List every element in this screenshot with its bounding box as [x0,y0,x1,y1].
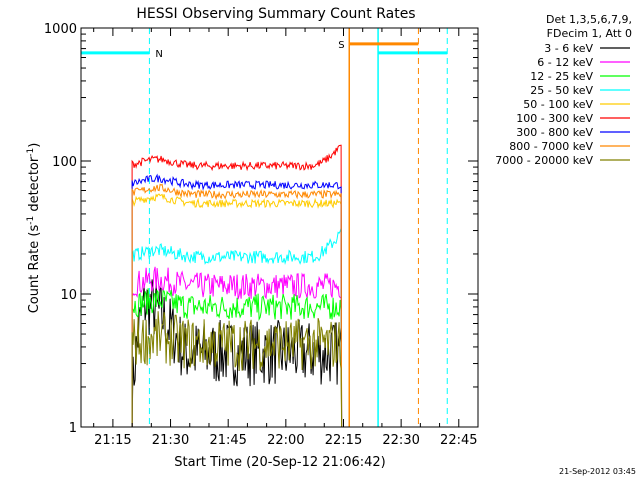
y-tick-label: 100 [52,155,77,170]
footer-timestamp: 21-Sep-2012 03:45 [559,467,636,476]
legend-header-line2: FDecim 1, Att 0 [547,27,632,40]
plot-area: NS [80,27,479,428]
marker-night-0 [81,28,150,427]
x-tick-label: 21:15 [94,433,131,448]
legend-label: 50 - 100 keV [523,98,593,111]
y-axis-label-main: Count Rate (s [27,225,42,314]
marker-saa-2 [348,28,419,427]
y-axis-label-sup1: -1 [26,216,36,225]
x-tick-label: 22:45 [440,433,477,448]
chart-title: HESSI Observing Summary Count Rates [136,6,415,22]
legend-label: 300 - 800 keV [516,126,593,139]
legend-label: 25 - 50 keV [530,84,593,97]
series-line [131,288,343,428]
series-line [131,183,343,428]
series-line [131,173,343,428]
y-tick-label: 1 [69,421,77,436]
x-tick-label: 22:15 [325,433,362,448]
legend-label: 800 - 7000 keV [509,140,593,153]
legend: Det 1,3,5,6,7,9, FDecim 1, Att 0 3 - 6 k… [495,13,632,167]
marker-night-1 [377,28,448,427]
x-axis-label: Start Time (20-Sep-12 21:06:42) [174,455,385,470]
legend-label: 100 - 300 keV [516,112,593,125]
legend-header-line1: Det 1,3,5,6,7,9, [546,13,632,26]
series-line [131,228,343,428]
marker-label-night: N [155,49,162,60]
x-tick-label: 21:30 [152,433,189,448]
legend-label: 3 - 6 keV [544,42,593,55]
x-tick-label: 21:45 [209,433,246,448]
y-axis-label-mid: detector [27,156,42,216]
series-layer [131,144,343,428]
y-tick-label: 1000 [44,22,77,37]
series-line [131,193,343,428]
y-tick-label: 10 [60,288,77,303]
series-line [131,311,343,428]
markers-layer: NS [81,28,448,427]
legend-label: 7000 - 20000 keV [495,154,593,167]
y-axis-label-sup2: -1 [26,148,36,157]
y-axis-label: Count Rate (s-1 detector-1) [26,143,42,314]
plot-frame [80,27,479,428]
y-axis-label-end: ) [27,143,42,148]
series-line [131,144,343,428]
x-tick-label: 22:00 [267,433,304,448]
legend-label: 6 - 12 keV [537,56,593,69]
x-tick-label: 22:30 [382,433,419,448]
legend-label: 12 - 25 keV [530,70,593,83]
axes-layer: 21:15 21:30 21:45 22:00 22:15 22:30 22:45 1 10 10… [44,22,479,448]
marker-label-saa: S [338,40,344,51]
